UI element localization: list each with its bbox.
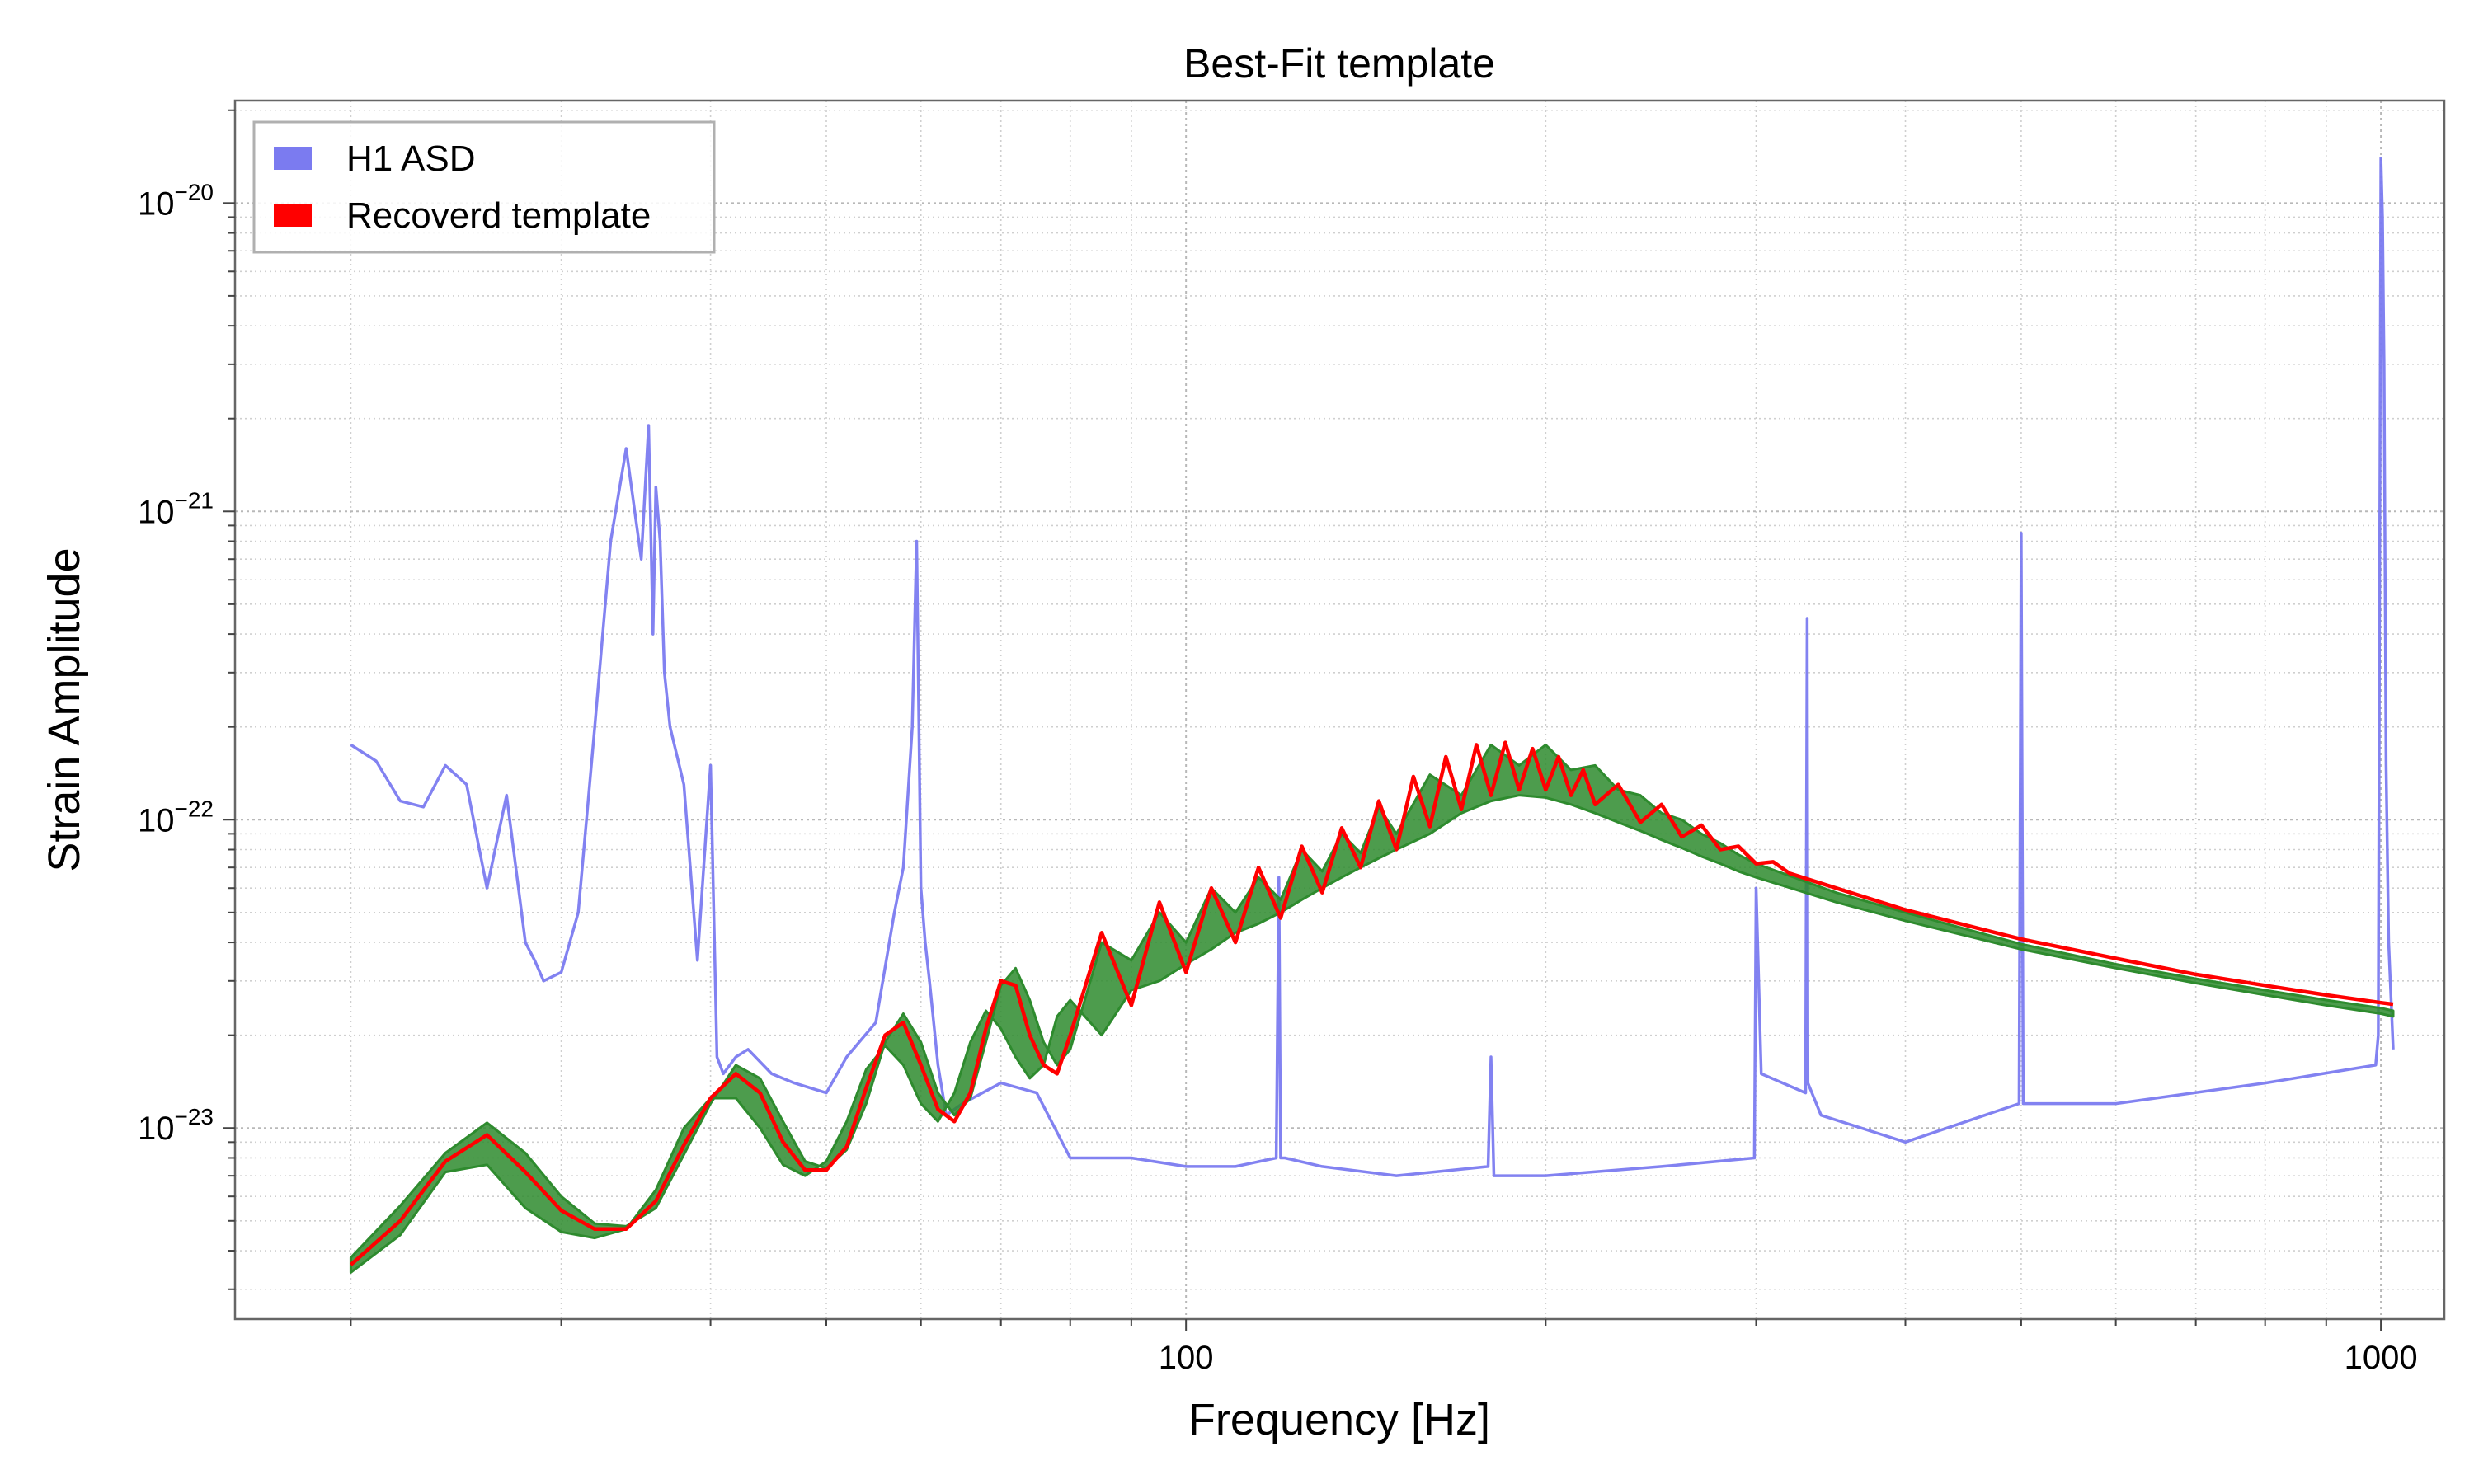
minor-gridlines: [235, 101, 2444, 1319]
x-axis-label: Frequency [Hz]: [1188, 1395, 1490, 1444]
axis-ticks: [223, 109, 2382, 1331]
y-tick-label: 10−22: [138, 796, 214, 838]
y-tick-label: 10−20: [138, 179, 214, 222]
legend-label-h1-asd: H1 ASD: [346, 139, 476, 179]
y-axis-label: Strain Amplitude: [40, 547, 89, 871]
series-band-template-range: [349, 743, 2395, 1274]
x-tick-label: 100: [1159, 1340, 1214, 1376]
x-tick-label: 1000: [2345, 1340, 2418, 1376]
y-tick-label: 10−23: [138, 1104, 214, 1147]
plot-area: [349, 156, 2395, 1274]
axis-tick-labels: 100 1000 10−23 10−22 10−21 10−20: [138, 179, 2418, 1376]
y-tick-label: 10−21: [138, 487, 214, 530]
legend-swatch-h1-asd: [274, 147, 312, 170]
plot-frame: [233, 99, 2446, 1321]
legend: H1 ASD Recoverd template: [252, 120, 716, 254]
series-line-recoverd-template: [349, 740, 2394, 1266]
chart-title: Best-Fit template: [1183, 40, 1495, 87]
series-line-h1-asd: [350, 156, 2395, 1177]
legend-swatch-recovered-template: [274, 204, 312, 227]
legend-box: [252, 120, 716, 254]
legend-label-recovered-template: Recoverd template: [346, 195, 651, 236]
